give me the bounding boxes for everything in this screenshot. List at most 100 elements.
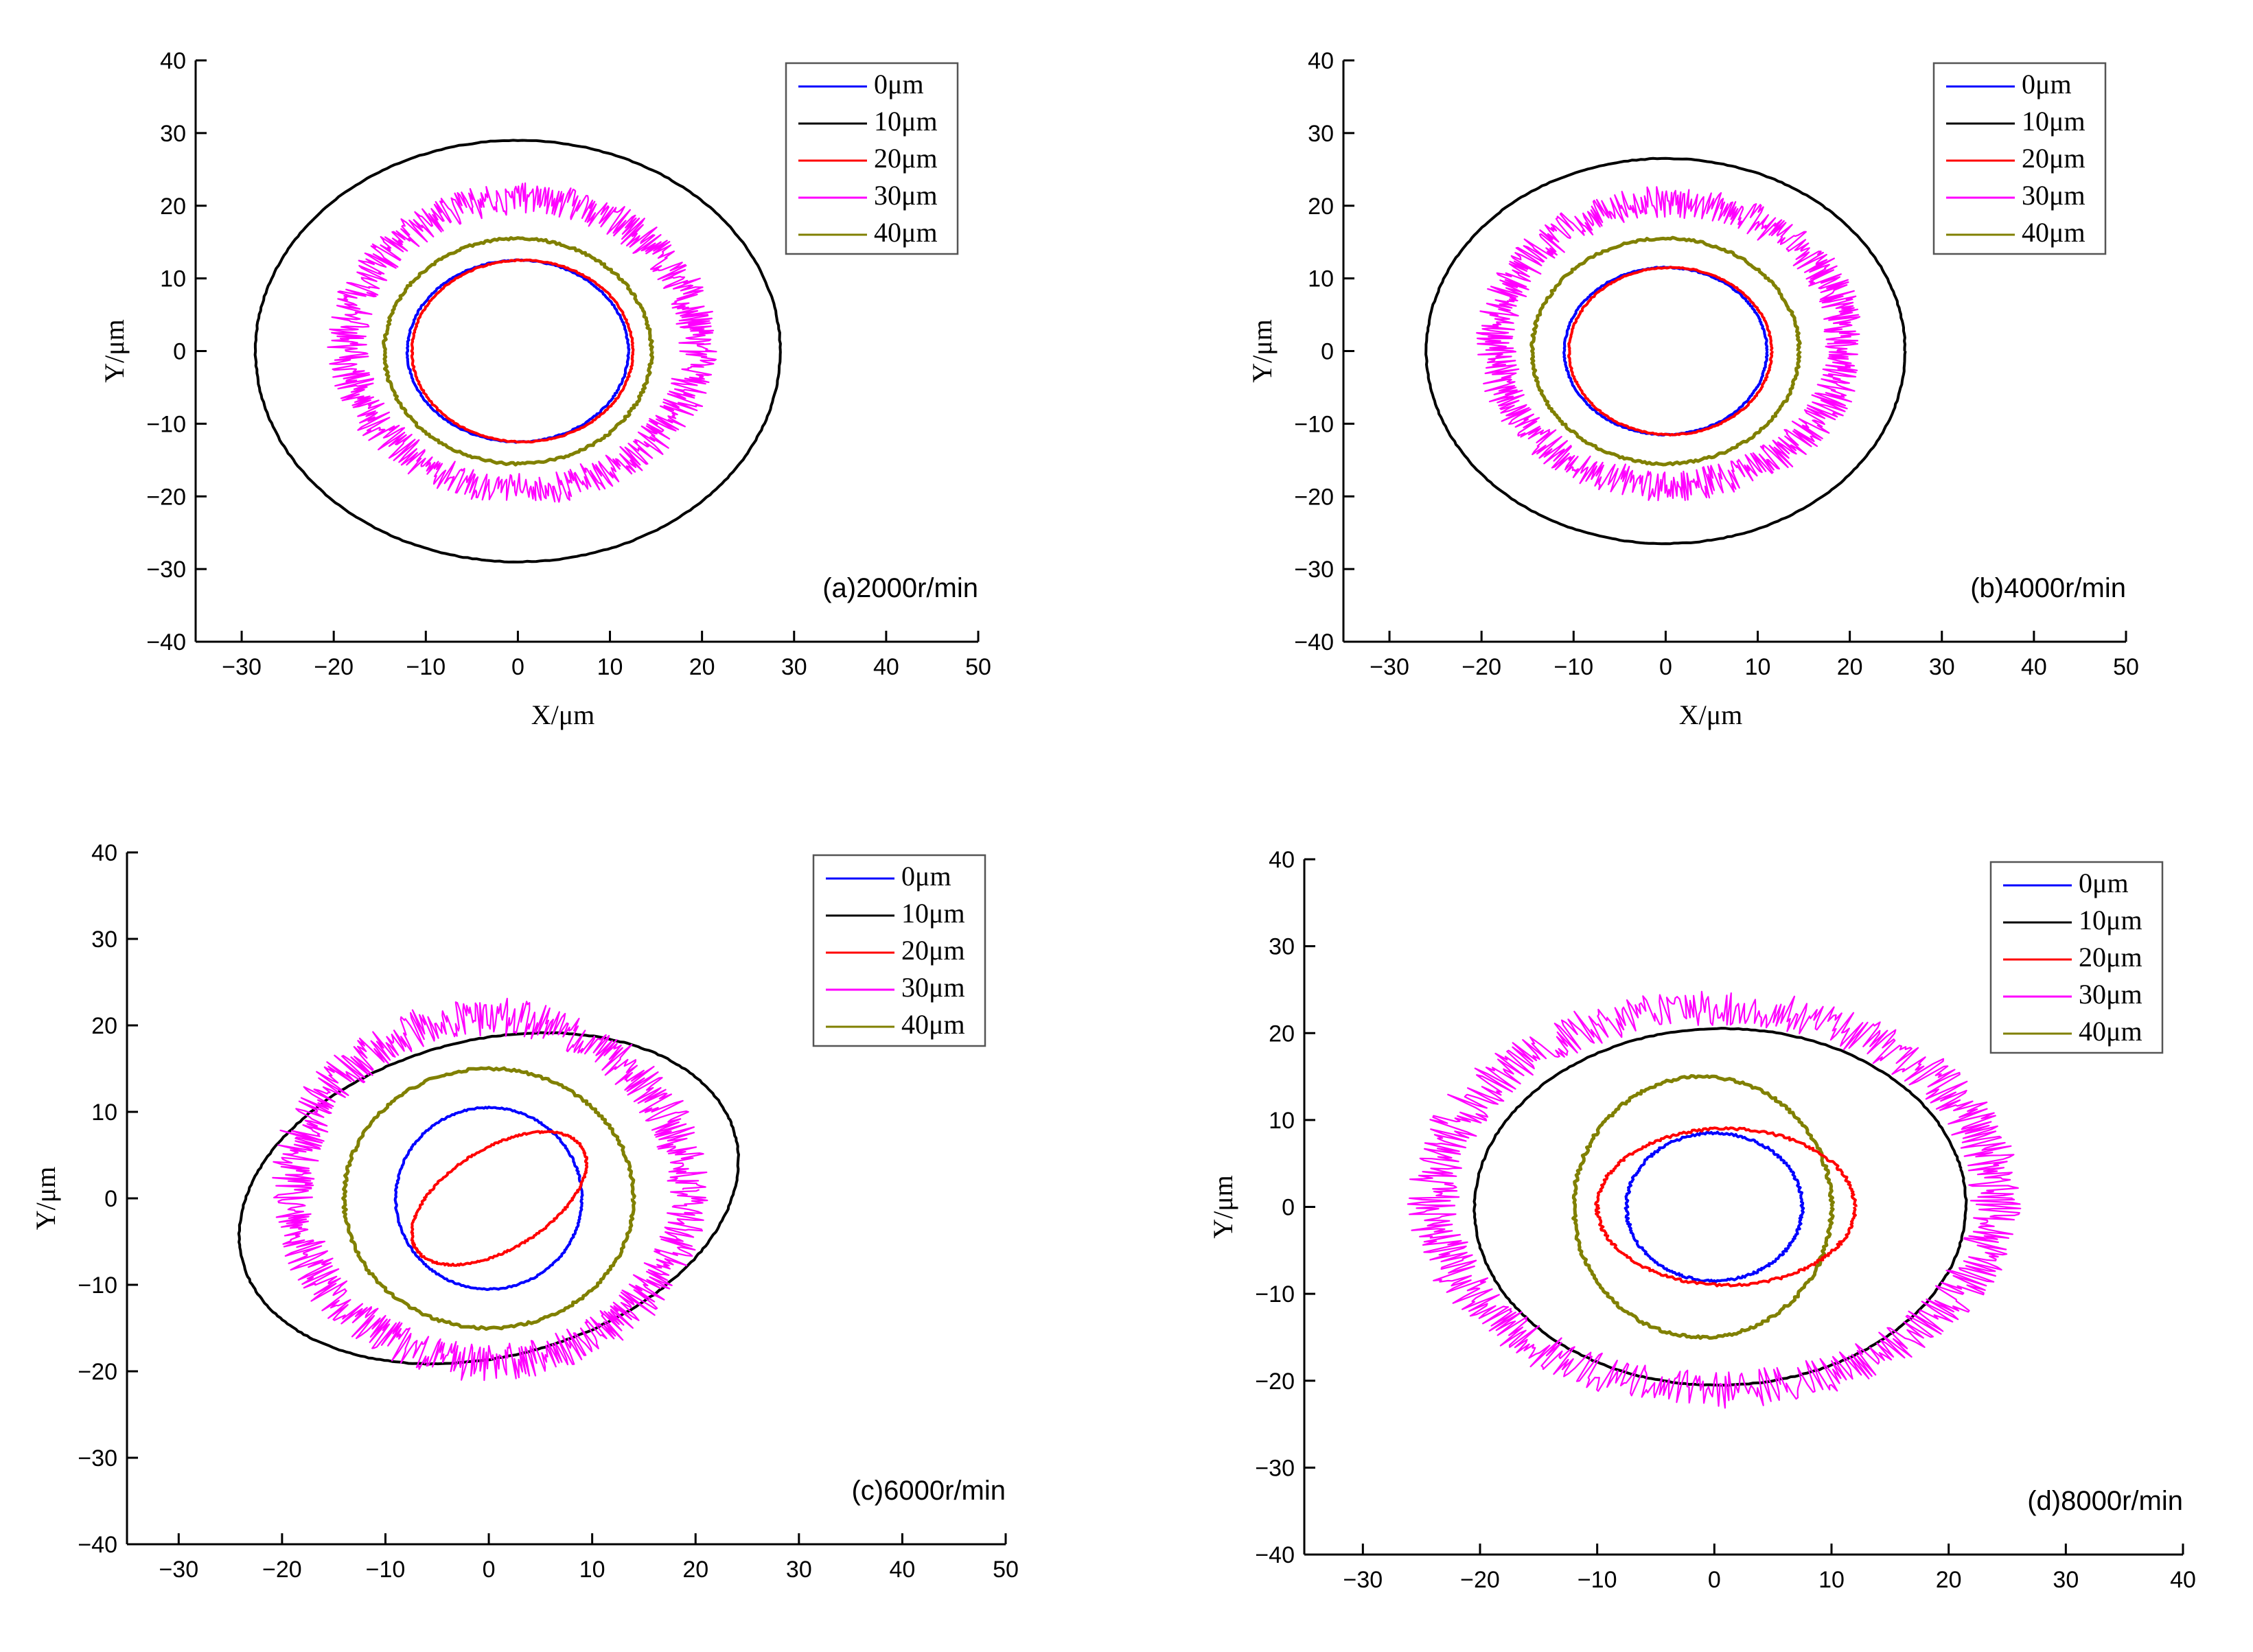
series-trace-0 xyxy=(1624,1130,1805,1283)
y-axis-title: Y/μm xyxy=(30,1167,61,1231)
panel-label: (c)6000r/min xyxy=(851,1476,1006,1506)
panel-1: 40 30 20 10 0 −10 −20 −30 −40 −30 −20 −10 0 10 20 30 40 5… xyxy=(99,48,991,730)
legend-label: 10μm xyxy=(874,106,938,137)
y-tick-label: −40 xyxy=(146,629,186,655)
legend-box xyxy=(1932,62,2107,255)
y-tick-label: −20 xyxy=(78,1359,117,1385)
x-tick-label: −20 xyxy=(314,654,354,680)
x-tick-label: 40 xyxy=(2021,654,2047,680)
legend-label: 40μm xyxy=(2022,217,2086,248)
x-tick-label: 10 xyxy=(1745,654,1771,680)
y-tick-label: 20 xyxy=(160,194,186,220)
legend-label: 0μm xyxy=(2079,868,2129,898)
legend-label: 40μm xyxy=(2079,1016,2142,1047)
x-axis-title: X/μm xyxy=(1679,699,1743,730)
y-tick-label: 0 xyxy=(1321,339,1334,365)
series-trace-1 xyxy=(1472,1027,1968,1387)
x-tick-label: −10 xyxy=(366,1557,406,1583)
x-tick-label: −20 xyxy=(1461,654,1501,680)
y-tick-label: 40 xyxy=(1269,847,1295,873)
x-tick-label: −20 xyxy=(1460,1567,1500,1593)
y-tick-label: 20 xyxy=(91,1013,117,1039)
y-tick-label: −30 xyxy=(78,1445,117,1471)
legend-label: 40μm xyxy=(874,217,938,248)
y-tick-label: 0 xyxy=(1282,1195,1295,1221)
legend-label: 10μm xyxy=(2079,905,2142,935)
legend-label: 30μm xyxy=(2079,979,2142,1010)
series-trace-1 xyxy=(237,1031,740,1366)
y-tick-label: −30 xyxy=(1255,1455,1295,1481)
series-trace-0 xyxy=(393,1105,584,1291)
x-tick-label: 30 xyxy=(786,1557,812,1583)
x-tick-label: 50 xyxy=(2113,654,2139,680)
y-tick-label: −30 xyxy=(1294,557,1334,583)
x-tick-label: −30 xyxy=(222,654,262,680)
panel-label: (b)4000r/min xyxy=(1970,573,2126,603)
panel-3: 40 30 20 10 0 −10 −20 −30 −40 −30 −20 −10 0 10 20 30 40 5… xyxy=(30,840,1019,1583)
y-tick-label: 10 xyxy=(1269,1108,1295,1134)
y-tick-label: −30 xyxy=(146,557,186,583)
series-trace-4 xyxy=(341,1066,636,1331)
panel-4: 40 30 20 10 0 −10 −20 −30 −40 −30 −20 −10 0 10 20 30 40 Y… xyxy=(1208,847,2196,1593)
y-tick-label: 0 xyxy=(173,339,186,365)
x-tick-label: −20 xyxy=(262,1557,302,1583)
legend-label: 30μm xyxy=(2022,180,2086,211)
x-tick-label: 50 xyxy=(965,654,991,680)
y-tick-label: 10 xyxy=(160,266,186,292)
y-tick-label: −40 xyxy=(78,1532,117,1558)
series-trace-0 xyxy=(1562,266,1769,437)
y-tick-label: 10 xyxy=(91,1100,117,1126)
legend-label: 20μm xyxy=(874,143,938,174)
legend: 0μm 10μm 20μm 30μm 40μm xyxy=(1932,62,2107,255)
y-tick-label: −10 xyxy=(1294,411,1334,437)
y-tick-label: 0 xyxy=(104,1186,117,1212)
y-tick-label: −10 xyxy=(1255,1281,1295,1307)
legend-label: 0μm xyxy=(901,861,951,892)
legend-label: 30μm xyxy=(874,180,938,211)
y-axis-title: Y/μm xyxy=(1247,319,1278,383)
x-tick-label: −10 xyxy=(406,654,446,680)
series-trace-2 xyxy=(410,1130,589,1267)
y-tick-label: 30 xyxy=(1308,121,1334,147)
y-tick-label: 30 xyxy=(160,121,186,147)
x-tick-label: 0 xyxy=(1708,1567,1721,1593)
series-trace-2 xyxy=(1567,266,1774,437)
x-tick-label: 30 xyxy=(781,654,807,680)
legend-box xyxy=(1989,861,2164,1054)
legend-label: 20μm xyxy=(2022,143,2086,174)
y-tick-label: −10 xyxy=(146,411,186,437)
x-tick-label: 30 xyxy=(2053,1567,2079,1593)
legend-label: 10μm xyxy=(901,898,965,929)
x-tick-label: 20 xyxy=(1936,1567,1962,1593)
x-tick-label: −10 xyxy=(1578,1567,1617,1593)
legend: 0μm 10μm 20μm 30μm 40μm xyxy=(812,854,986,1047)
legend: 0μm 10μm 20μm 30μm 40μm xyxy=(1989,861,2164,1054)
y-tick-label: −10 xyxy=(78,1272,117,1299)
series-trace-1 xyxy=(253,139,782,563)
panel-label: (a)2000r/min xyxy=(822,573,978,603)
legend-label: 30μm xyxy=(901,972,965,1003)
x-tick-label: 10 xyxy=(597,654,623,680)
series-trace-4 xyxy=(382,236,654,467)
x-tick-label: 0 xyxy=(511,654,524,680)
series-trace-4 xyxy=(1571,1074,1835,1340)
x-tick-label: 40 xyxy=(2170,1567,2196,1593)
series-trace-3 xyxy=(1476,186,1861,502)
y-tick-label: −40 xyxy=(1255,1542,1295,1568)
x-tick-label: 40 xyxy=(873,654,899,680)
x-axis-title: X/μm xyxy=(531,699,595,730)
x-tick-label: −30 xyxy=(1343,1567,1383,1593)
legend-label: 10μm xyxy=(2022,106,2086,137)
x-tick-label: 20 xyxy=(689,654,715,680)
x-tick-label: 0 xyxy=(483,1557,496,1583)
y-tick-label: −20 xyxy=(146,484,186,510)
x-tick-label: 20 xyxy=(1837,654,1863,680)
y-tick-label: 30 xyxy=(1269,934,1295,960)
legend-label: 20μm xyxy=(901,935,965,966)
panel-label: (d)8000r/min xyxy=(2027,1486,2183,1516)
x-tick-label: −30 xyxy=(159,1557,198,1583)
legend-box xyxy=(785,62,959,255)
series-trace-3 xyxy=(272,997,708,1382)
y-axis-title: Y/μm xyxy=(1208,1175,1238,1239)
